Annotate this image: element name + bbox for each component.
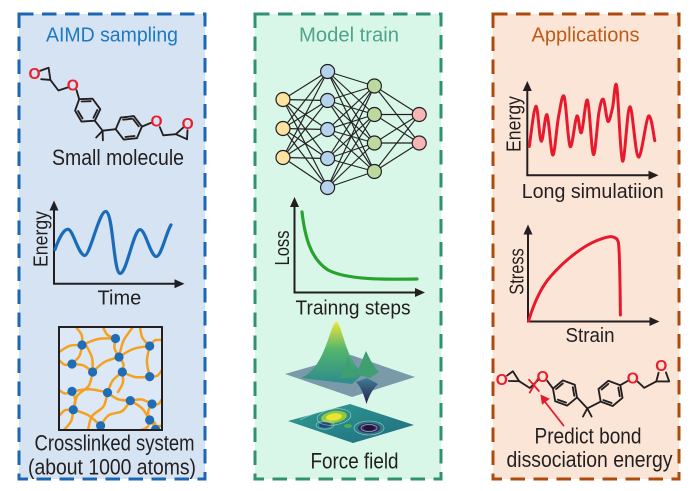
svg-text:(about 1000 atoms): (about 1000 atoms) bbox=[28, 455, 196, 480]
svg-text:O: O bbox=[537, 369, 549, 386]
svg-text:Trainng steps: Trainng steps bbox=[296, 298, 411, 320]
svg-text:O: O bbox=[655, 358, 667, 375]
svg-text:O: O bbox=[28, 66, 40, 83]
svg-text:O: O bbox=[182, 116, 194, 133]
svg-text:dissociation energy: dissociation energy bbox=[507, 447, 673, 472]
svg-text:Loss: Loss bbox=[272, 231, 294, 266]
svg-text:Crosslinked system: Crosslinked system bbox=[35, 431, 195, 456]
svg-text:Energy: Energy bbox=[504, 96, 526, 152]
svg-text:Long simulatiion: Long simulatiion bbox=[522, 181, 664, 203]
svg-text:Stress: Stress bbox=[507, 248, 529, 295]
svg-text:Strain: Strain bbox=[566, 325, 615, 347]
svg-text:O: O bbox=[627, 370, 639, 387]
svg-text:O: O bbox=[150, 114, 162, 131]
svg-text:Small molecule: Small molecule bbox=[52, 145, 184, 170]
svg-text:Predict bond: Predict bond bbox=[535, 424, 642, 449]
svg-text:Force field: Force field bbox=[311, 449, 399, 474]
svg-text:Applications: Applications bbox=[532, 25, 640, 47]
svg-text:Time: Time bbox=[98, 288, 142, 310]
svg-text:Model train: Model train bbox=[299, 25, 399, 47]
svg-text:AIMD sampling: AIMD sampling bbox=[46, 25, 178, 47]
svg-text:O: O bbox=[67, 78, 79, 95]
svg-text:Energy: Energy bbox=[31, 211, 53, 267]
svg-text:O: O bbox=[496, 372, 508, 389]
